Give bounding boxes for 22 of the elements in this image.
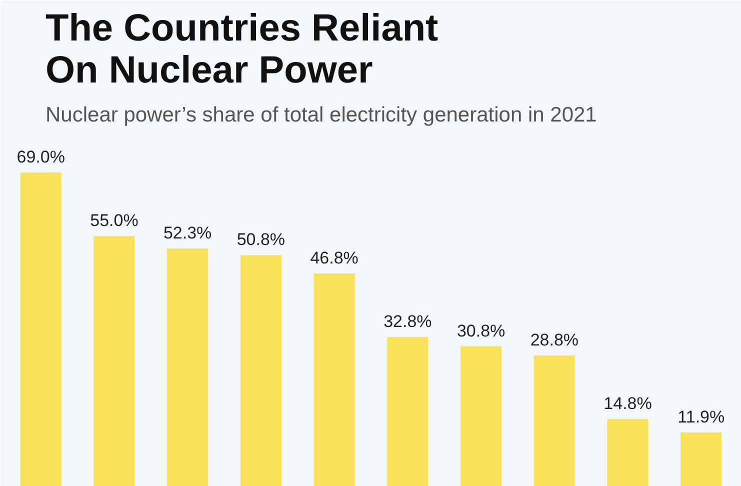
data-label: 55.0% xyxy=(90,211,138,230)
bar xyxy=(314,273,355,486)
data-label: 28.8% xyxy=(530,330,579,350)
bar xyxy=(387,337,428,486)
data-label: 52.3% xyxy=(163,223,212,242)
data-label: 30.8% xyxy=(456,321,506,340)
bar xyxy=(240,255,282,486)
bar xyxy=(680,432,722,486)
bar xyxy=(94,236,135,486)
data-label: 14.8% xyxy=(604,394,652,414)
data-label: 50.8% xyxy=(236,230,286,250)
bar xyxy=(167,248,208,486)
bar xyxy=(607,419,648,486)
chart-title: The Countries Reliant On Nuclear Power xyxy=(46,8,439,92)
data-label: 11.9% xyxy=(678,407,725,426)
chart-subtitle: Nuclear power’s share of total electricity generation in 2021 xyxy=(46,104,597,126)
data-label: 69.0% xyxy=(16,147,65,166)
bar xyxy=(460,346,502,486)
data-label: 32.8% xyxy=(384,312,432,332)
bar xyxy=(534,355,575,486)
data-label: 46.8% xyxy=(310,248,358,268)
bar xyxy=(20,172,62,486)
